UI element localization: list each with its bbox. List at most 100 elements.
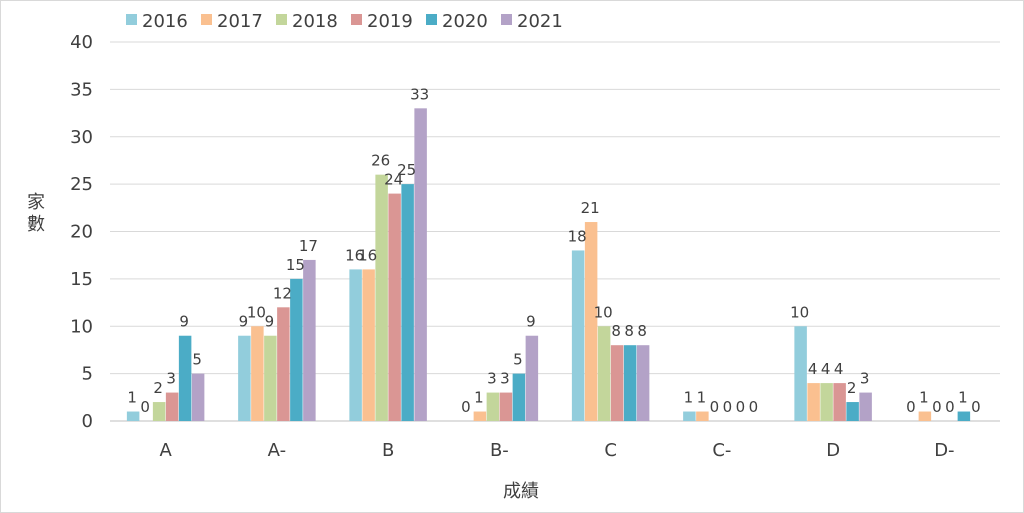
data-label: 26 (371, 152, 390, 170)
bar (178, 335, 192, 421)
data-label: 4 (821, 360, 831, 378)
data-label: 0 (710, 398, 720, 416)
data-label: 1 (958, 389, 968, 407)
bar (251, 326, 264, 421)
data-label: 0 (736, 398, 746, 416)
bar (918, 411, 932, 421)
y-tick-label: 30 (70, 127, 93, 148)
legend-label: 2020 (442, 11, 488, 32)
y-tick-label: 0 (82, 411, 93, 432)
bar (277, 307, 290, 421)
data-label: 33 (410, 85, 429, 103)
data-label: 5 (513, 351, 523, 369)
data-label: 10 (247, 303, 266, 321)
data-label: 4 (834, 360, 844, 378)
data-label: 0 (971, 398, 981, 416)
bar (401, 184, 414, 421)
data-label: 0 (906, 398, 916, 416)
y-axis-title-char: 數 (27, 214, 45, 235)
data-label: 2 (847, 379, 857, 397)
data-label: 3 (860, 370, 870, 388)
data-label: 16 (345, 246, 364, 264)
bar (165, 392, 179, 421)
bar (859, 392, 872, 421)
legend-swatch (126, 14, 137, 25)
y-tick-label: 10 (70, 316, 93, 337)
bar (388, 193, 401, 421)
x-category-label: C (604, 440, 617, 461)
legend-label: 2017 (217, 11, 263, 32)
data-label: 21 (581, 199, 600, 217)
data-label: 12 (273, 284, 292, 302)
x-category-label: C- (712, 440, 731, 461)
bar (597, 326, 611, 421)
bar (833, 383, 846, 421)
data-label: 9 (239, 313, 249, 331)
bar (696, 411, 709, 421)
data-label: 9 (526, 313, 536, 331)
bar (414, 108, 427, 421)
data-label: 3 (166, 370, 176, 388)
data-label: 1 (919, 389, 929, 407)
bar (584, 222, 598, 421)
data-label: 8 (611, 322, 621, 340)
data-label: 9 (265, 313, 275, 331)
bar (290, 278, 303, 421)
legend-label: 2021 (517, 11, 563, 32)
bar (846, 402, 859, 421)
x-category-label: B- (490, 440, 509, 461)
data-label: 5 (192, 351, 202, 369)
legend: 2016 2017 2018 2019 2020 2021 (126, 11, 563, 32)
data-label: 9 (179, 313, 189, 331)
bar (375, 174, 388, 421)
x-category-label: B (382, 440, 394, 461)
data-label: 1 (474, 389, 484, 407)
data-label: 4 (808, 360, 818, 378)
bar (152, 402, 166, 421)
data-label: 3 (500, 370, 510, 388)
y-tick-label: 25 (70, 174, 93, 195)
bar (499, 392, 513, 421)
legend-label: 2019 (367, 11, 413, 32)
legend-swatch (501, 14, 512, 25)
bar (525, 335, 539, 421)
bar (473, 411, 487, 421)
data-label: 10 (790, 303, 809, 321)
x-category-label: D- (934, 440, 954, 461)
data-label: 0 (932, 398, 942, 416)
bar (571, 250, 585, 421)
data-label: 2 (153, 379, 163, 397)
data-label: 16 (358, 246, 377, 264)
x-axis-title: 成績 (503, 481, 539, 502)
bar (349, 269, 362, 421)
bars (126, 108, 971, 421)
bar (264, 335, 277, 421)
bar (238, 335, 251, 421)
legend-swatch (426, 14, 437, 25)
y-tick-label: 5 (82, 364, 93, 385)
legend-label: 2018 (292, 11, 338, 32)
bar (512, 373, 526, 421)
legend-swatch (276, 14, 287, 25)
bar (683, 411, 696, 421)
x-category-label: A- (268, 440, 286, 461)
data-label: 0 (461, 398, 471, 416)
x-axis-categories: A A- B B- C C- D D- (159, 440, 954, 461)
bar (486, 392, 500, 421)
legend-swatch (201, 14, 212, 25)
y-tick-label: 40 (70, 32, 93, 53)
data-label: 0 (749, 398, 759, 416)
bar (636, 345, 650, 421)
bar (362, 269, 375, 421)
data-label: 18 (568, 227, 587, 245)
data-label: 17 (299, 237, 318, 255)
bar (623, 345, 637, 421)
bar (794, 326, 807, 421)
x-category-label: D (826, 440, 840, 461)
bar (820, 383, 833, 421)
data-label: 15 (286, 256, 305, 274)
y-axis-title-char: 家 (27, 192, 45, 213)
